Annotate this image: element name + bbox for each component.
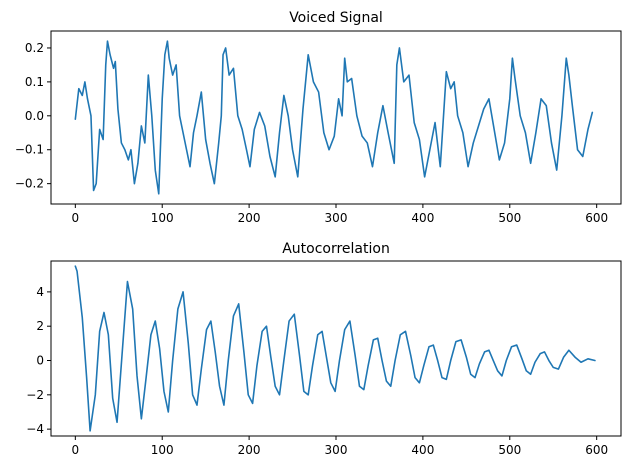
series-line [74,40,594,195]
x-tick-label: 600 [585,211,608,225]
x-tick-label: 400 [411,211,434,225]
y-tick-label: 4 [36,285,44,299]
y-tick-label: 0.1 [25,75,44,89]
autocorrelation-chart: Autocorrelation 0 100 200 300 400 500 600−4−20… [26,241,622,457]
chart-title: Voiced Signal [289,10,383,26]
axes-frame [50,260,622,437]
y-tick-label: −0.2 [15,177,44,191]
x-tick-label: 200 [238,211,261,225]
series-line [74,265,596,432]
x-tick-label: 400 [411,443,434,457]
x-tick-label: 200 [238,443,261,457]
y-tick-label: 0.2 [25,41,44,55]
y-tick-label: −2 [26,388,44,402]
x-tick-label: 500 [498,443,521,457]
y-tick-label: −4 [26,422,44,436]
y-tick-label: 0.0 [25,109,44,123]
y-tick-label: 2 [36,319,44,333]
x-tick-label: 100 [151,211,174,225]
x-tick-label: 600 [585,443,608,457]
x-tick-label: 300 [325,443,348,457]
axis-ticks: 0 100 200 300 400 500 600 −0.2 −0.1 0.0 0.1 0.2 [15,41,608,225]
x-tick-label: 300 [325,211,348,225]
x-tick-label: 500 [498,211,521,225]
y-tick-label: 0 [36,354,44,368]
x-tick-label: 100 [151,443,174,457]
voiced-signal-chart: Voiced Signal 0 100 200 300 400 500 600 −0.2 −0.… [15,10,622,225]
y-tick-label: −0.1 [15,143,44,157]
x-tick-label: 0 [72,443,80,457]
chart-title: Autocorrelation [282,241,390,257]
axes-frame [50,30,622,205]
axis-ticks: 0 100 200 300 400 500 600 −4 −2 0 2 4 [26,285,608,457]
x-tick-label: 0 [72,211,80,225]
